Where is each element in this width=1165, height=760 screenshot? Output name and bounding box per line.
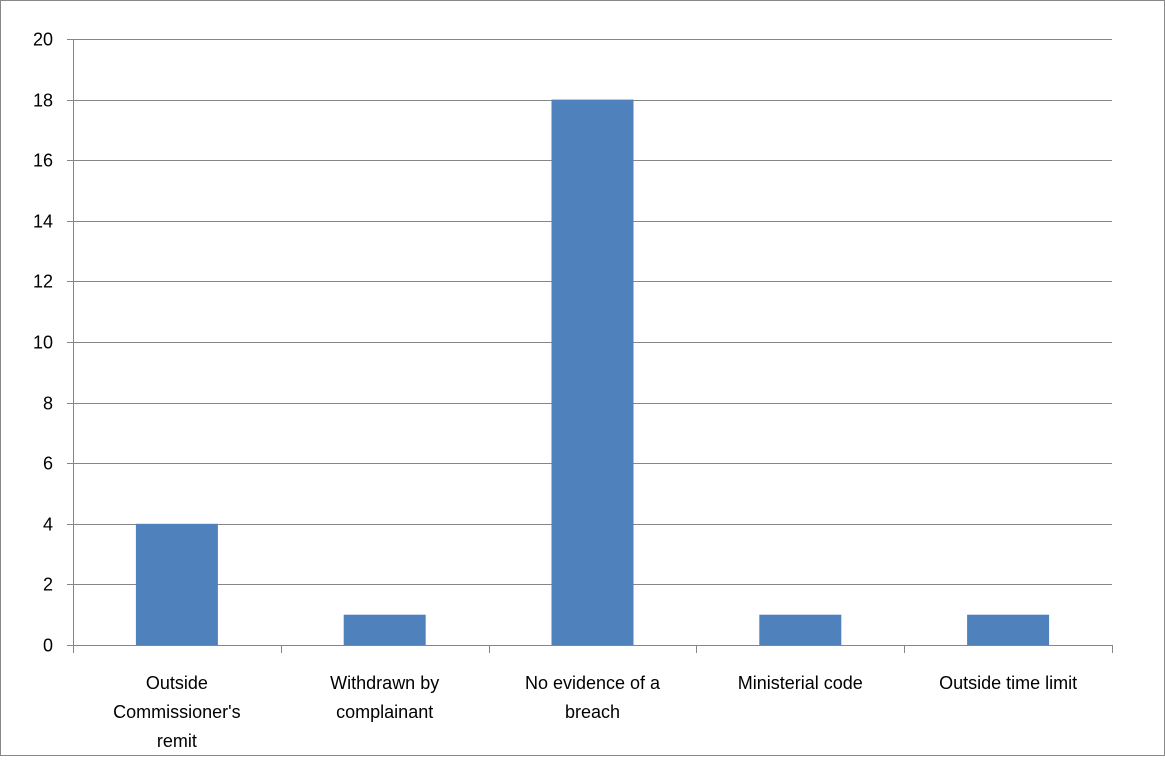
y-tick-label: 8 (43, 394, 53, 414)
y-tick-label: 14 (33, 212, 53, 232)
bar (967, 614, 1050, 645)
y-tick-label: 18 (33, 91, 53, 111)
x-tick-label-line: complainant (336, 702, 433, 722)
x-tick-label: Outside Commissioner's remit (113, 673, 240, 751)
bar (135, 523, 218, 645)
y-tick-label: 4 (43, 515, 53, 535)
x-tick-label-line: breach (565, 702, 620, 722)
y-tick-label: 20 (33, 30, 53, 50)
x-tick-label: No evidence of a breach (525, 673, 661, 722)
x-tick-label-line: Outside time limit (939, 673, 1077, 693)
x-tick-label: Ministerial code (738, 673, 863, 693)
axes (67, 39, 1113, 653)
x-tick-label-line: remit (157, 731, 197, 751)
x-tick-label-line: No evidence of a (525, 673, 661, 693)
y-tick-label: 0 (43, 636, 53, 656)
y-tick-label: 6 (43, 454, 53, 474)
x-tick-label-line: Ministerial code (738, 673, 863, 693)
bar (551, 99, 634, 646)
y-tick-label: 2 (43, 575, 53, 595)
bars (135, 99, 1050, 646)
x-tick-label-line: Commissioner's (113, 702, 240, 722)
y-tick-labels: 0 2 4 6 8 10 12 14 16 18 20 (33, 30, 53, 656)
x-tick-label-line: Withdrawn by (330, 673, 439, 693)
y-tick-label: 12 (33, 272, 53, 292)
x-tick-label: Outside time limit (939, 673, 1077, 693)
y-tick-label: 16 (33, 151, 53, 171)
bar (343, 614, 426, 645)
x-tick-label: Withdrawn by complainant (330, 673, 439, 722)
y-tick-label: 10 (33, 333, 53, 353)
x-tick-labels: Outside Commissioner's remit Withdrawn by co… (113, 673, 1077, 751)
bar (759, 614, 842, 645)
x-tick-label-line: Outside (146, 673, 208, 693)
